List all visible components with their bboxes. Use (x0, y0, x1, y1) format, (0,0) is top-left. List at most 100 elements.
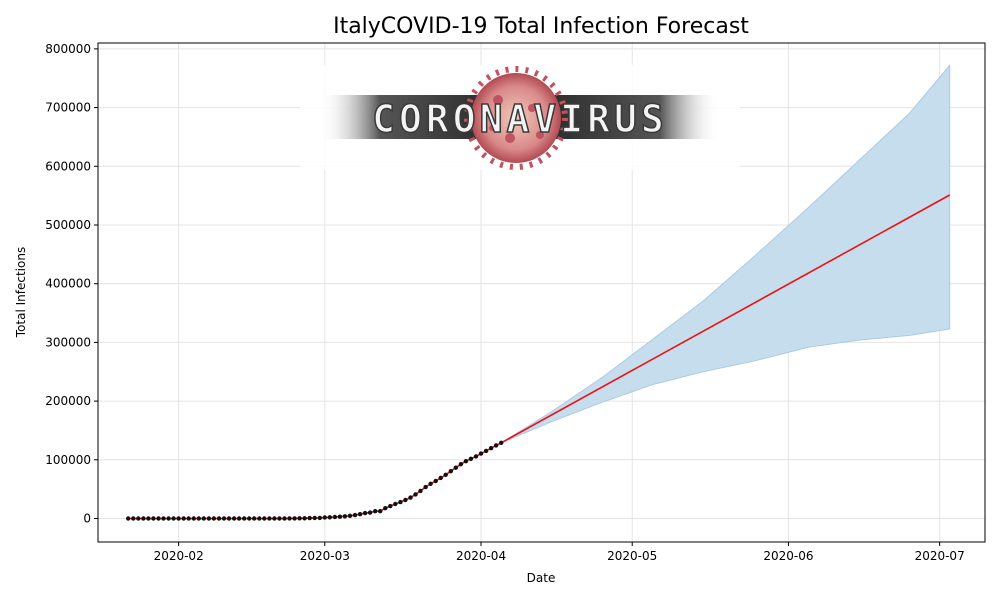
axes-layer: 2020-02 2020-03 2020-04 2020-05 2020-06 2020-… (45, 42, 986, 563)
observed-point (126, 516, 131, 521)
observed-point (413, 492, 418, 497)
observed-point (373, 509, 378, 514)
observed-point (292, 516, 297, 521)
x-axis-label: Date (527, 571, 556, 585)
observed-point (453, 465, 458, 470)
observed-point (211, 516, 217, 521)
observed-point (443, 472, 448, 477)
logo-text: CORONAVIRUS (372, 97, 668, 141)
observed-point (398, 499, 403, 505)
observed-point (342, 514, 348, 519)
y-tick-label: 700000 (45, 101, 91, 115)
observed-point (191, 516, 196, 521)
observed-point (216, 516, 222, 521)
observed-point (428, 481, 433, 486)
y-tick-label: 200000 (45, 394, 91, 408)
observed-point (463, 459, 469, 464)
y-tick-label: 600000 (45, 159, 91, 173)
observed-point (252, 516, 257, 521)
plot-frame (97, 42, 986, 543)
observed-point (302, 516, 307, 521)
observed-point (337, 514, 343, 519)
observed-point (141, 516, 146, 521)
y-axis-label: Total Infections (14, 247, 28, 338)
virus-icon (464, 66, 568, 170)
observed-point (408, 495, 413, 500)
observed-point (378, 509, 383, 514)
observed-point (423, 484, 428, 490)
observed-point (347, 513, 353, 518)
observed-point (151, 516, 156, 521)
observed-point (166, 516, 171, 521)
observed-point (146, 516, 151, 521)
observed-point (156, 516, 161, 521)
x-tick-label: 2020-06 (763, 549, 813, 563)
observed-point (257, 516, 262, 521)
observed-point (221, 516, 227, 521)
x-tick-label: 2020-02 (154, 549, 204, 563)
observed-point (272, 516, 277, 521)
y-tick-label: 300000 (45, 335, 91, 349)
observed-point (297, 516, 302, 521)
observed-point (403, 497, 408, 503)
observed-point (282, 516, 287, 521)
observed-point (473, 454, 479, 459)
observed-point (458, 462, 464, 467)
y-tick-label: 800000 (45, 42, 91, 56)
observed-point (493, 443, 499, 448)
observed-point (201, 516, 206, 521)
observed-point (448, 469, 453, 474)
series-layer (126, 194, 951, 521)
observed-point (196, 516, 201, 521)
observed-point (236, 516, 242, 521)
y-tick-label: 500000 (45, 218, 91, 232)
observed-point (312, 515, 317, 521)
observed-point (136, 516, 141, 521)
observed-point (327, 515, 332, 520)
observed-point (488, 446, 494, 451)
observed-point (277, 516, 282, 521)
x-tick-label: 2020-04 (456, 549, 506, 563)
observed-point (131, 516, 136, 521)
observed-point (307, 515, 312, 521)
x-tick-label: 2020-07 (915, 549, 965, 563)
observed-point (226, 516, 232, 521)
observed-point (322, 515, 327, 520)
coronavirus-logo: CORONAVIRUS (300, 65, 740, 170)
observed-point (262, 516, 267, 521)
observed-point (186, 516, 191, 521)
observed-point (367, 510, 373, 515)
observed-point (388, 503, 393, 509)
observed-point (332, 514, 338, 520)
observed-point (176, 516, 181, 521)
observed-point (206, 516, 212, 521)
y-tick-label: 100000 (45, 453, 91, 467)
confidence-band (500, 63, 951, 444)
observed-point (393, 501, 398, 507)
forecast-line (128, 194, 951, 520)
observed-point (171, 516, 176, 521)
observed-point (317, 515, 322, 521)
x-tick-label: 2020-03 (300, 549, 350, 563)
observed-point (161, 516, 166, 521)
observed-point (478, 451, 484, 456)
observed-point (499, 440, 504, 445)
observed-point (433, 478, 438, 484)
observed-point (362, 510, 368, 516)
observed-point (383, 506, 388, 511)
observed-point (247, 516, 252, 521)
observed-point (181, 516, 186, 521)
observed-point (267, 516, 272, 521)
observed-point (357, 512, 363, 517)
x-tick-label: 2020-05 (607, 549, 657, 563)
observed-point (242, 516, 247, 521)
observed-point (352, 512, 358, 518)
observed-point (231, 516, 237, 521)
y-tick-label: 400000 (45, 277, 91, 291)
y-tick-label: 0 (83, 512, 91, 526)
observed-point (287, 516, 292, 521)
observed-point (483, 448, 489, 454)
observed-point (438, 475, 443, 481)
observed-point (468, 456, 474, 461)
